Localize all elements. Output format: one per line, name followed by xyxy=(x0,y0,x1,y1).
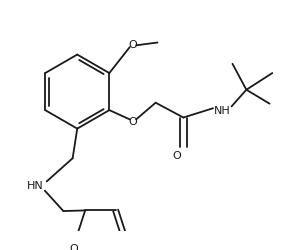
Text: O: O xyxy=(172,150,181,160)
Text: HN: HN xyxy=(27,180,44,190)
Text: O: O xyxy=(69,243,78,250)
Text: O: O xyxy=(128,117,137,127)
Text: NH: NH xyxy=(214,106,231,116)
Text: O: O xyxy=(128,40,137,50)
